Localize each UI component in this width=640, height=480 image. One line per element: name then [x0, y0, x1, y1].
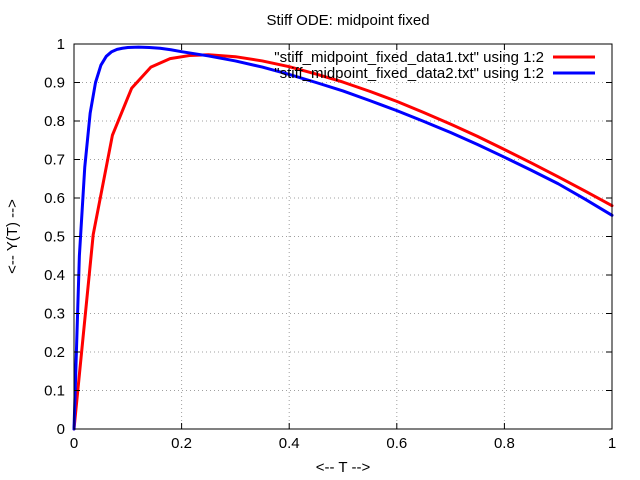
- y-axis-label: <-- Y(T) -->: [4, 199, 21, 274]
- y-tick-label: 0.5: [44, 229, 65, 246]
- legend-label-2: "stiff_midpoint_fixed_data2.txt" using 1…: [274, 65, 544, 82]
- x-tick-label: 0.2: [171, 435, 192, 452]
- y-tick-label: 0.8: [44, 113, 65, 130]
- grid-layer: [74, 44, 612, 429]
- series-line-2: [72, 45, 614, 431]
- x-tick-label: 0.8: [494, 435, 515, 452]
- legend-label-1: "stiff_midpoint_fixed_data1.txt" using 1…: [274, 49, 544, 66]
- y-tick-label: 0.9: [44, 75, 65, 92]
- y-tick-label: 0.2: [44, 344, 65, 361]
- y-tick-label: 0.4: [44, 267, 65, 284]
- y-tick-label: 0: [57, 421, 65, 438]
- x-tick-label: 0.6: [386, 435, 407, 452]
- y-tick-label: 0.6: [44, 190, 65, 207]
- y-tick-label: 0.1: [44, 383, 65, 400]
- x-tick-label: 0.4: [279, 435, 300, 452]
- x-tick-label: 0: [70, 435, 78, 452]
- y-tick-label: 0.3: [44, 306, 65, 323]
- x-axis-label: <-- T -->: [316, 459, 371, 476]
- series-line-1: [72, 53, 614, 431]
- chart-title: Stiff ODE: midpoint fixed: [266, 12, 429, 29]
- y-tick-label: 0.7: [44, 152, 65, 169]
- x-tick-label: 1: [608, 435, 616, 452]
- y-tick-label: 1: [57, 36, 65, 53]
- series-layer: [72, 45, 614, 431]
- legend: "stiff_midpoint_fixed_data1.txt" using 1…: [274, 49, 595, 82]
- tick-layer: 0 0.2 0.4 0.6 0.8 1 0 0.1 0.2 0.3 0.4 0.5 0.6 0.7 0.8 0…: [44, 36, 616, 452]
